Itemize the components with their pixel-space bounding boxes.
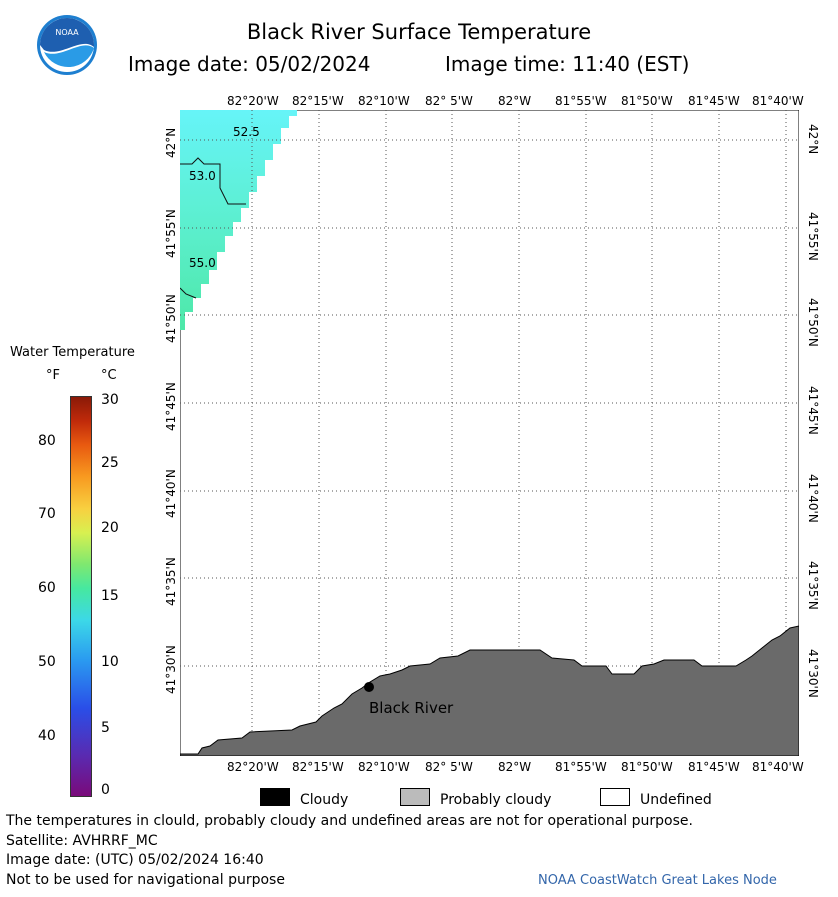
- lat-tick-left: 41°45'N: [164, 382, 178, 431]
- lon-tick-bottom: 81°45'W: [688, 760, 740, 774]
- disclaimer: The temperatures in clould, probably clo…: [6, 813, 693, 829]
- contour-label: 55.0: [189, 256, 216, 270]
- probably-cloudy-swatch: [400, 788, 430, 806]
- colorbar-c-tick: 30: [101, 392, 119, 408]
- colorbar-f-tick: 60: [38, 580, 56, 596]
- lat-tick-left: 41°50'N: [164, 294, 178, 343]
- logo-text: NOAA: [55, 28, 79, 37]
- lat-tick-right: 41°40'N: [806, 474, 820, 523]
- lat-tick-right: 41°45'N: [806, 386, 820, 435]
- lon-tick-bottom: 82°W: [498, 760, 532, 774]
- temperature-map: 52.5 53.0 55.0 Black River: [180, 110, 799, 756]
- lat-tick-left: 41°55'N: [164, 209, 178, 258]
- lon-tick-top: 81°55'W: [555, 94, 607, 108]
- colorbar-c-tick: 0: [101, 782, 110, 798]
- lat-tick-left: 41°30'N: [164, 645, 178, 694]
- undefined-swatch: [600, 788, 630, 806]
- lon-tick-bottom: 81°55'W: [555, 760, 607, 774]
- lon-tick-bottom: 81°50'W: [621, 760, 673, 774]
- noaa-logo: NOAA: [37, 15, 97, 75]
- contour-line: [180, 287, 197, 299]
- lon-tick-bottom: 82°15'W: [292, 760, 344, 774]
- probably-cloudy-label: Probably cloudy: [440, 792, 552, 808]
- unit-fahrenheit: °F: [46, 368, 60, 383]
- lon-tick-top: 81°40'W: [752, 94, 804, 108]
- image-time: Image time: 11:40 (EST): [445, 52, 690, 76]
- satellite-info: Satellite: AVHRRF_MC: [6, 833, 158, 849]
- lat-tick-right: 42°N: [806, 124, 820, 155]
- lon-tick-bottom: 82°10'W: [358, 760, 410, 774]
- lon-tick-bottom: 81°40'W: [752, 760, 804, 774]
- colorbar-f-tick: 40: [38, 728, 56, 744]
- lon-tick-top: 82°10'W: [358, 94, 410, 108]
- lat-tick-left: 41°40'N: [164, 469, 178, 518]
- contour-line: [180, 157, 246, 205]
- colorbar-f-tick: 70: [38, 506, 56, 522]
- lat-tick-right: 41°35'N: [806, 561, 820, 610]
- lon-tick-top: 82°W: [498, 94, 532, 108]
- lat-tick-left: 42°N: [164, 127, 178, 158]
- cloudy-label: Cloudy: [300, 792, 349, 808]
- colorbar-c-tick: 15: [101, 588, 119, 604]
- utc-date: Image date: (UTC) 05/02/2024 16:40: [6, 852, 264, 868]
- image-date: Image date: 05/02/2024: [128, 52, 371, 76]
- water-temperature-area: [180, 110, 297, 330]
- colorbar-c-tick: 25: [101, 455, 119, 471]
- navigation-warning: Not to be used for navigational purpose: [6, 872, 285, 888]
- colorbar-c-tick: 5: [101, 720, 110, 736]
- lon-tick-top: 82°15'W: [292, 94, 344, 108]
- black-river-station-marker: [364, 682, 374, 692]
- contour-label: 53.0: [189, 169, 216, 183]
- colorbar-c-tick: 20: [101, 520, 119, 536]
- credit-link[interactable]: NOAA CoastWatch Great Lakes Node: [538, 873, 777, 888]
- undefined-label: Undefined: [640, 792, 712, 808]
- lon-tick-top: 82°20'W: [227, 94, 279, 108]
- station-label: Black River: [369, 699, 454, 717]
- colorbar-title: Water Temperature: [10, 345, 135, 360]
- lat-tick-right: 41°30'N: [806, 649, 820, 698]
- lon-tick-bottom: 82°20'W: [227, 760, 279, 774]
- unit-celsius: °C: [101, 368, 117, 383]
- temperature-colorbar: [70, 396, 92, 797]
- lon-tick-top: 81°45'W: [688, 94, 740, 108]
- colorbar-c-tick: 10: [101, 654, 119, 670]
- lon-tick-top: 81°50'W: [621, 94, 673, 108]
- land-area: [180, 625, 799, 756]
- map-title: Black River Surface Temperature: [246, 20, 592, 44]
- lat-tick-right: 41°50'N: [806, 298, 820, 347]
- lon-tick-top: 82° 5'W: [425, 94, 473, 108]
- lon-tick-bottom: 82° 5'W: [425, 760, 473, 774]
- contour-label: 52.5: [233, 125, 260, 139]
- colorbar-f-tick: 50: [38, 654, 56, 670]
- colorbar-f-tick: 80: [38, 433, 56, 449]
- lat-tick-left: 41°35'N: [164, 557, 178, 606]
- lat-tick-right: 41°55'N: [806, 212, 820, 261]
- cloudy-swatch: [260, 788, 290, 806]
